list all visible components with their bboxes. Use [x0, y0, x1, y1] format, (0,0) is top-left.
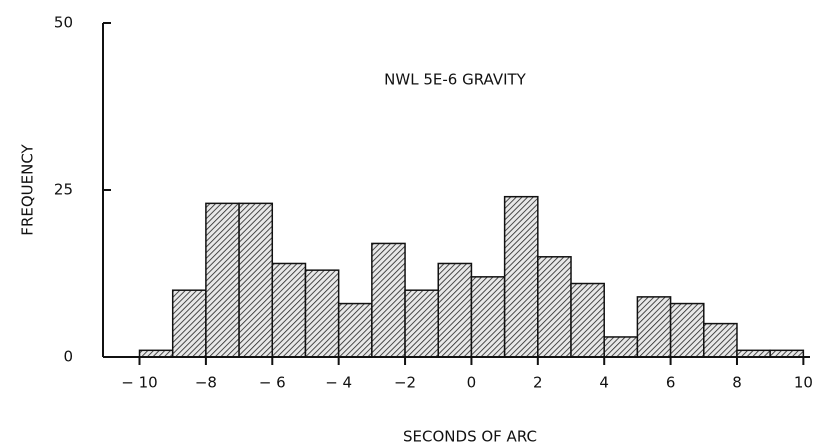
- bar: [404, 289, 439, 358]
- annotation: NWL 5E-6 GRAVITY: [384, 71, 527, 89]
- bar: [537, 256, 572, 358]
- x-tick-label: 2: [533, 374, 543, 392]
- bar: [703, 322, 738, 358]
- x-tick-label: 0: [467, 374, 477, 392]
- x-axis-label: SECONDS OF ARC: [403, 428, 537, 446]
- bar: [271, 262, 307, 358]
- y-tick-label: 25: [54, 181, 73, 199]
- bar: [304, 269, 340, 358]
- x-tick-label: − 6: [259, 374, 286, 392]
- bar: [636, 296, 672, 358]
- bar: [470, 276, 506, 358]
- bar: [371, 242, 406, 358]
- x-tick-label: −8: [195, 374, 217, 392]
- bar: [138, 349, 174, 358]
- bar: [570, 282, 605, 358]
- x-tick-label: 6: [666, 374, 676, 392]
- bar: [736, 349, 771, 358]
- bar: [603, 336, 639, 358]
- x-tick-label: − 10: [121, 374, 157, 392]
- bar: [337, 302, 373, 358]
- y-tick-label: 50: [54, 14, 73, 32]
- bar: [503, 195, 539, 358]
- x-tick-label: − 4: [325, 374, 352, 392]
- bar: [171, 289, 207, 358]
- bar: [205, 202, 240, 358]
- y-axis-label: FREQUENCY: [19, 143, 37, 235]
- bar: [669, 302, 705, 358]
- x-tick-label: 10: [794, 374, 813, 392]
- y-tick-label: 0: [63, 348, 73, 366]
- x-tick-label: 8: [732, 374, 742, 392]
- x-tick-label: −2: [394, 374, 416, 392]
- bar: [769, 349, 805, 358]
- x-tick-label: 4: [599, 374, 609, 392]
- bar: [238, 202, 274, 358]
- bar: [437, 262, 473, 358]
